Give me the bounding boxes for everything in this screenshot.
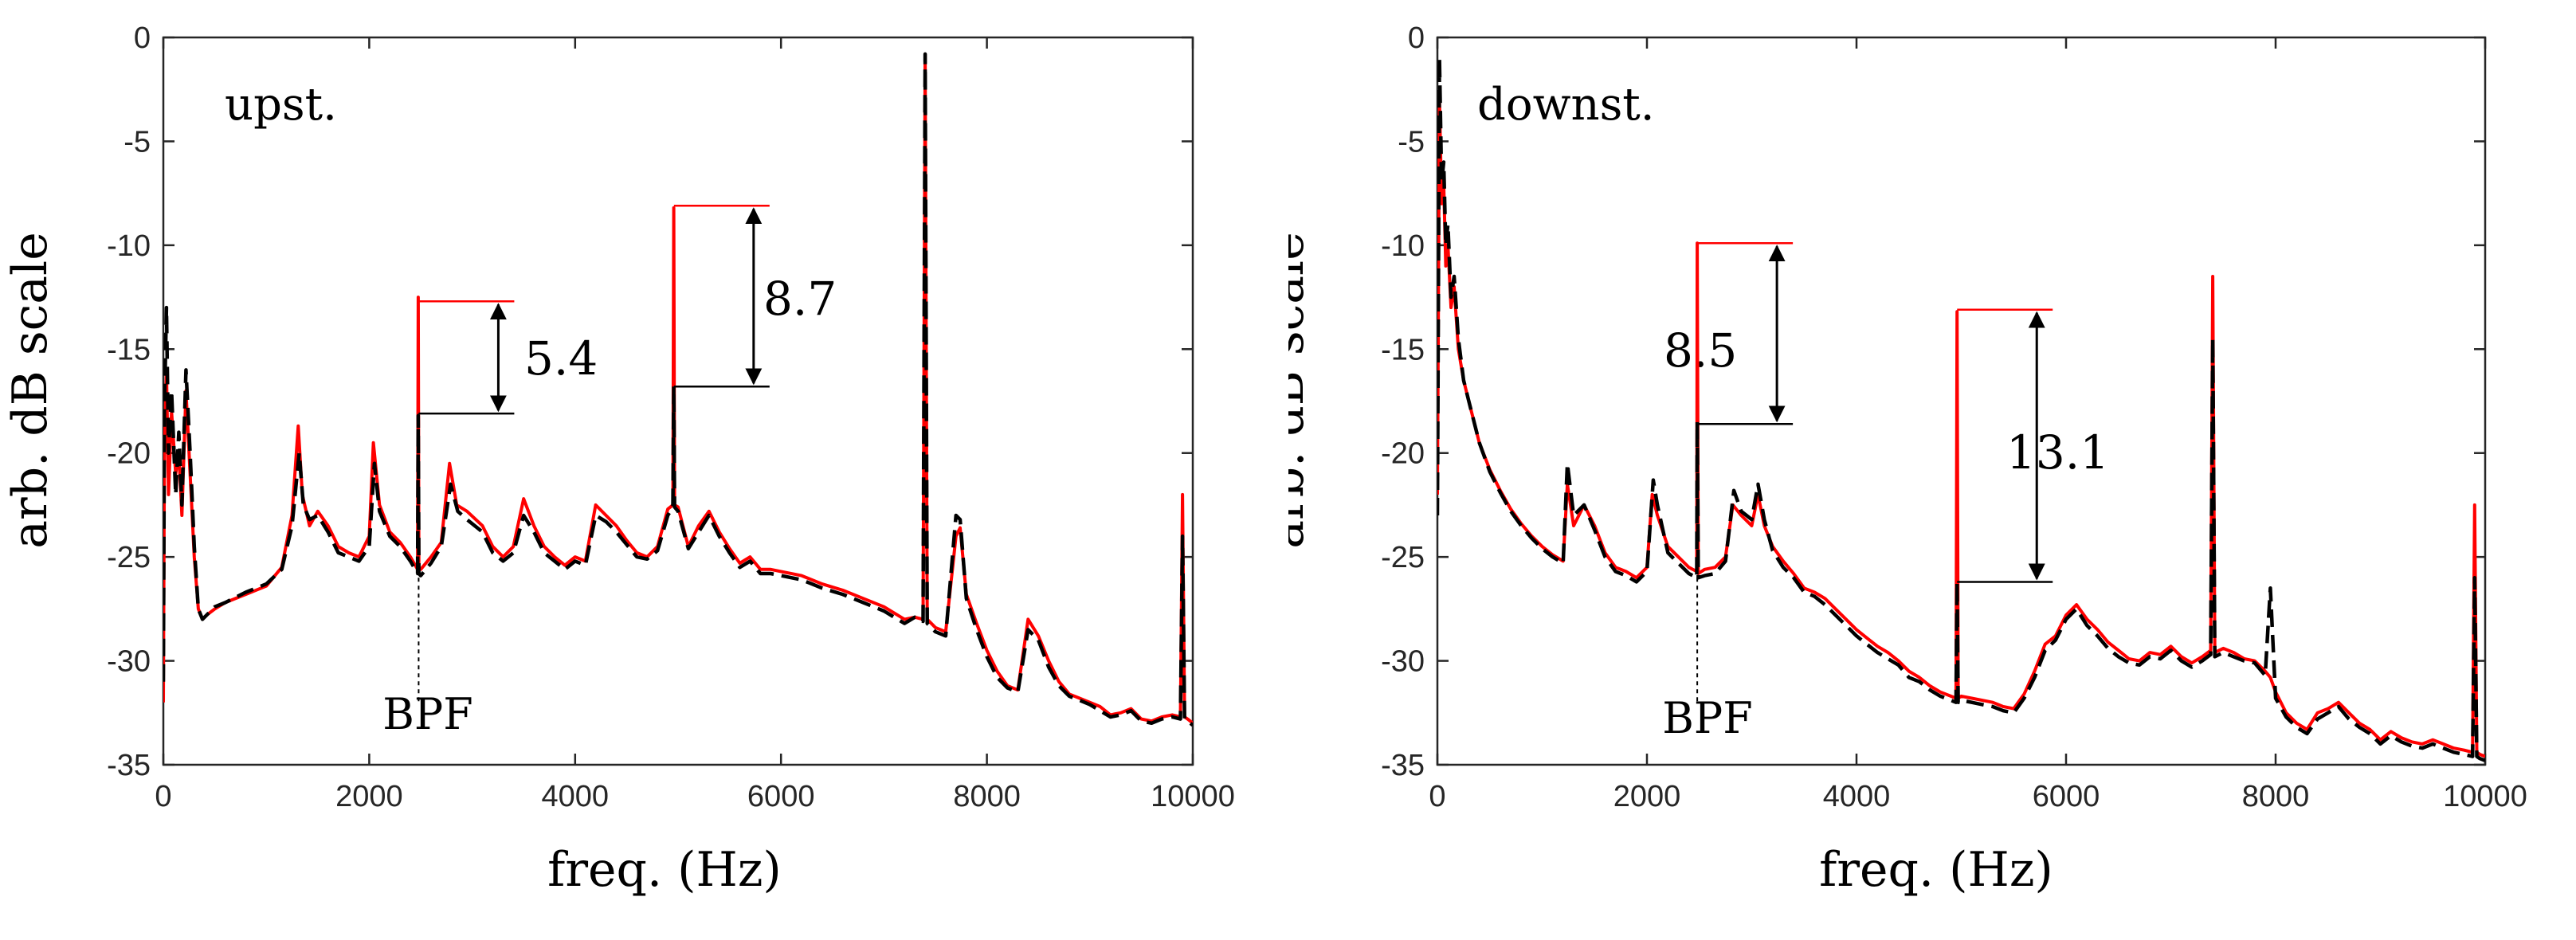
y-tick-label: -25 — [1381, 541, 1425, 574]
panel-label: upst. — [225, 79, 337, 131]
x-tick-label: 6000 — [747, 780, 815, 813]
y-tick-label: -20 — [107, 437, 151, 471]
y-tick-label: -20 — [1381, 437, 1425, 471]
annotation-label-1: 5.4 — [524, 331, 598, 386]
y-axis-label: arb. dB scale — [2, 232, 58, 548]
y-tick-label: -25 — [107, 541, 151, 574]
solid-series-line — [163, 52, 1193, 725]
y-tick-label: -10 — [107, 229, 151, 263]
y-tick-label: -15 — [107, 333, 151, 366]
y-tick-label: -5 — [124, 125, 151, 159]
y-tick-label: -35 — [1381, 749, 1425, 782]
annotation-label-1: 8.5 — [1664, 323, 1737, 378]
x-tick-label: 0 — [1429, 780, 1445, 813]
x-tick-label: 2000 — [335, 780, 403, 813]
solid-series-line — [1437, 98, 2485, 758]
x-tick-label: 10000 — [1151, 780, 1235, 813]
x-tick-label: 2000 — [1613, 780, 1681, 813]
x-tick-label: 4000 — [1823, 780, 1891, 813]
axes-box — [162, 36, 1194, 766]
y-tick-label: -15 — [1381, 333, 1425, 366]
y-tick-label: -5 — [1398, 125, 1425, 159]
x-tick-label: 8000 — [2242, 780, 2310, 813]
axes-box — [1436, 36, 2487, 766]
y-axis-label: arb. dB scale — [1288, 232, 1315, 548]
x-tick-label: 8000 — [953, 780, 1021, 813]
x-tick-label: 0 — [155, 780, 171, 813]
y-tick-label: -30 — [1381, 645, 1425, 679]
x-axis-label: freq. (Hz) — [547, 842, 782, 898]
x-tick-label: 6000 — [2033, 780, 2100, 813]
left-chart-panel: upst. freq. (Hz) arb. dB scale BPF 5.4 8… — [2, 22, 1235, 898]
y-tick-label: -30 — [107, 645, 151, 679]
annotation-label-2: 8.7 — [763, 272, 837, 326]
x-axis-label: freq. (Hz) — [1819, 842, 2053, 898]
x-tick-label: 10000 — [2443, 780, 2527, 813]
bpf-label: BPF — [1662, 693, 1752, 743]
plot-area: 0 2000 4000 6000 8000 10000 0 -5 -10 -15 -20 -25 -30… — [107, 22, 1235, 813]
dashed-series-line — [1437, 56, 2485, 762]
annotation-label-2: 13.1 — [2006, 425, 2109, 480]
right-chart-panel: downst. freq. (Hz) arb. dB scale BPF 8.5… — [1288, 22, 2527, 898]
dashed-series-line — [163, 52, 1193, 727]
y-tick-label: -10 — [1381, 229, 1425, 263]
y-tick-label: 0 — [134, 22, 151, 55]
panel-label: downst. — [1477, 79, 1655, 131]
y-tick-label: 0 — [1408, 22, 1425, 55]
plot-area: 0 2000 4000 6000 8000 10000 0 -5 -10 -15 -20 -25 -30… — [1381, 22, 2527, 813]
bpf-label: BPF — [382, 689, 472, 739]
x-tick-label: 4000 — [542, 780, 610, 813]
y-tick-label: -35 — [107, 749, 151, 782]
